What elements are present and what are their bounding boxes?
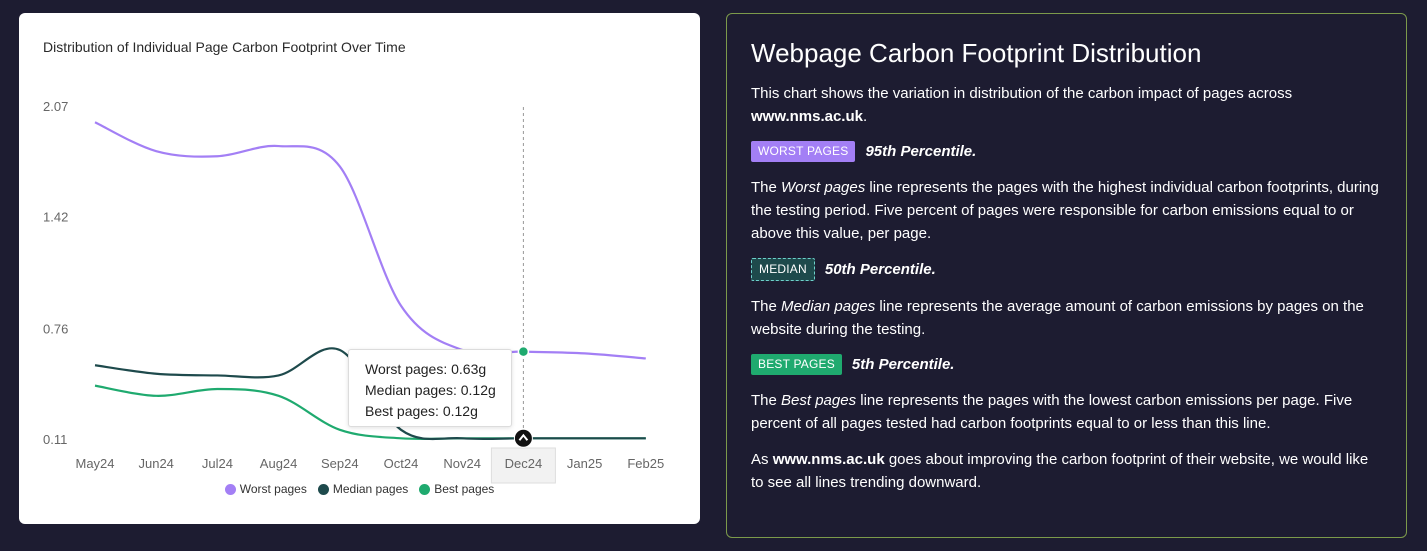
worst-tag-row: WORST PAGES 95th Percentile. bbox=[751, 141, 1382, 162]
series-line-worst-pages bbox=[94, 121, 646, 360]
x-tick-label: Oct24 bbox=[384, 456, 419, 471]
y-tick-label: 2.07 bbox=[43, 99, 68, 114]
x-tick-label: Dec24 bbox=[505, 456, 543, 471]
y-tick-label: 0.11 bbox=[43, 432, 67, 447]
legend-item-median[interactable]: Median pages bbox=[317, 482, 409, 496]
chart-title: Distribution of Individual Page Carbon F… bbox=[43, 39, 406, 55]
info-title: Webpage Carbon Footprint Distribution bbox=[751, 38, 1202, 68]
worst-paragraph: The Worst pages line represents the page… bbox=[751, 176, 1382, 245]
x-tick-label: Nov24 bbox=[443, 456, 481, 471]
info-panel: Webpage Carbon Footprint Distribution Th… bbox=[726, 13, 1407, 538]
worst-p-rest: line represents the pages with the highe… bbox=[751, 179, 1379, 242]
median-p-prefix: The bbox=[751, 298, 782, 315]
closing-site: www.nms.ac.uk bbox=[772, 451, 885, 468]
best-p-rest: line represents the pages with the lowes… bbox=[751, 392, 1353, 432]
best-tag-row: BEST PAGES 5th Percentile. bbox=[751, 354, 1382, 375]
median-badge: MEDIAN bbox=[751, 258, 815, 281]
x-tick-label: Jul24 bbox=[202, 456, 233, 471]
intro-paragraph: This chart shows the variation in distri… bbox=[751, 82, 1382, 128]
median-tag-row: MEDIAN 50th Percentile. bbox=[751, 258, 1382, 281]
hover-point-caret bbox=[518, 433, 529, 441]
x-tick-label: Aug24 bbox=[260, 456, 298, 471]
best-paragraph: The Best pages line represents the pages… bbox=[751, 389, 1382, 435]
x-highlight-box bbox=[490, 447, 556, 484]
best-p-italic: Best pages bbox=[781, 392, 857, 409]
closing-prefix: As bbox=[751, 451, 773, 468]
intro-end: . bbox=[862, 108, 868, 125]
hover-point-best bbox=[513, 428, 533, 448]
closing-paragraph: As www.nms.ac.uk goes about improving th… bbox=[751, 448, 1382, 494]
best-pages-badge: BEST PAGES bbox=[751, 354, 842, 375]
x-tick-label: Jun24 bbox=[138, 456, 173, 471]
tooltip-worst: Worst pages: 0.63g bbox=[365, 361, 487, 377]
y-tick-label: 0.76 bbox=[43, 322, 68, 337]
hover-point-worst bbox=[517, 345, 530, 358]
worst-p-italic: Worst pages bbox=[781, 179, 866, 196]
best-p-prefix: The bbox=[751, 392, 782, 409]
legend-dot-median bbox=[317, 483, 329, 495]
best-percentile: 5th Percentile. bbox=[851, 356, 955, 373]
legend-dot-worst bbox=[224, 483, 236, 495]
median-percentile: 50th Percentile. bbox=[824, 261, 936, 278]
legend-item-worst[interactable]: Worst pages bbox=[224, 482, 307, 496]
intro-site: www.nms.ac.uk bbox=[751, 108, 863, 125]
line-chart[interactable]: 0.11 0.76 1.42 2.07 May24 Jun24 Jul24 Aug24 Sep2… bbox=[19, 13, 700, 524]
x-tick-label: Jan25 bbox=[567, 456, 602, 471]
median-paragraph: The Median pages line represents the ave… bbox=[751, 295, 1382, 341]
legend-item-best[interactable]: Best pages bbox=[419, 482, 494, 496]
worst-p-prefix: The bbox=[751, 179, 782, 196]
worst-percentile: 95th Percentile. bbox=[865, 143, 977, 160]
x-tick-label: Sep24 bbox=[321, 456, 359, 471]
tooltip-median: Median pages: 0.12g bbox=[365, 382, 496, 398]
x-tick-label: May24 bbox=[75, 456, 114, 471]
legend-dot-best bbox=[419, 483, 431, 495]
intro-text: This chart shows the variation in distri… bbox=[751, 85, 1293, 102]
median-p-rest: line represents the average amount of ca… bbox=[751, 298, 1364, 338]
worst-pages-badge: WORST PAGES bbox=[751, 141, 856, 162]
legend-label-best: Best pages bbox=[434, 482, 495, 496]
legend-label-worst: Worst pages bbox=[239, 482, 307, 496]
median-p-italic: Median pages bbox=[781, 298, 876, 315]
chart-legend: Worst pages Median pages Best pages bbox=[19, 482, 700, 496]
x-tick-label: Feb25 bbox=[627, 456, 664, 471]
tooltip-best: Best pages: 0.12g bbox=[365, 403, 478, 419]
y-tick-label: 1.42 bbox=[43, 209, 68, 224]
chart-card: Distribution of Individual Page Carbon F… bbox=[19, 13, 700, 524]
legend-label-median: Median pages bbox=[332, 482, 409, 496]
chart-tooltip: Worst pages: 0.63g Median pages: 0.12g B… bbox=[348, 349, 512, 427]
closing-rest: goes about improving the carbon footprin… bbox=[751, 451, 1369, 491]
